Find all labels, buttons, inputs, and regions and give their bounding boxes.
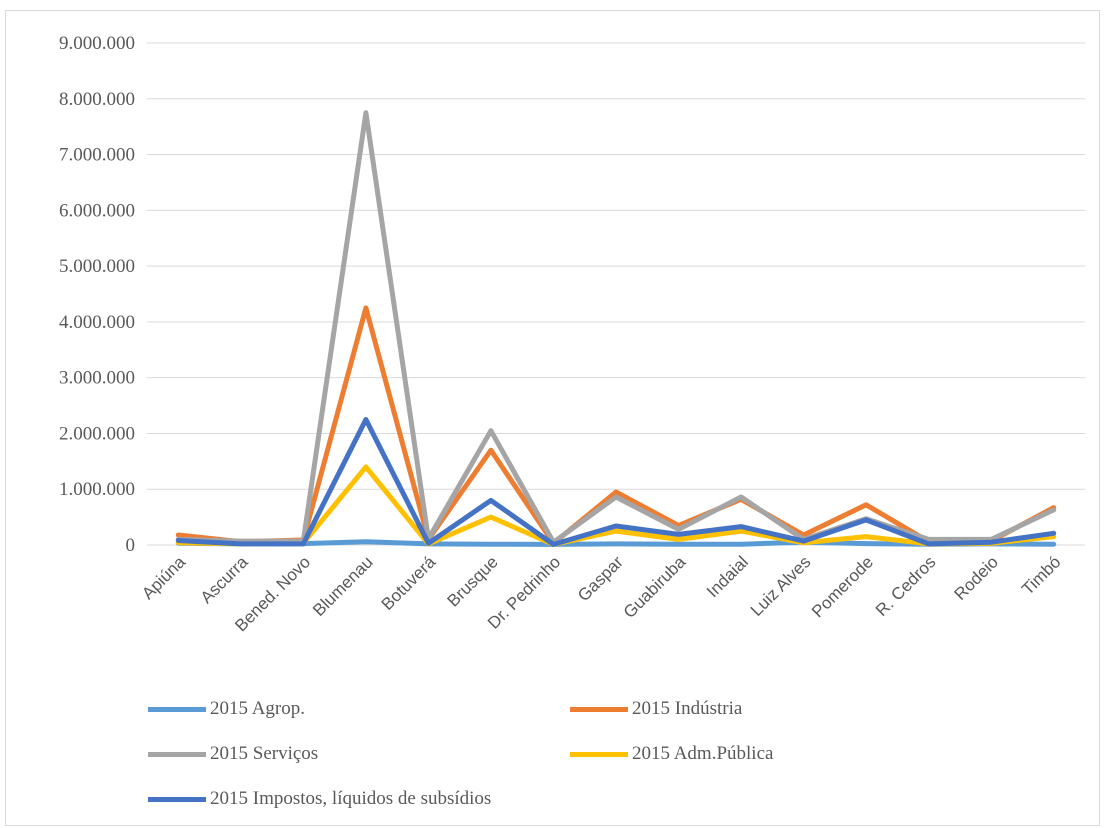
series-lines [175, 110, 1057, 547]
y-tick-label: 6.000.000 [59, 200, 135, 221]
y-tick-label: 0 [126, 535, 136, 556]
legend-item-agrop: 2015 Agrop. [148, 698, 305, 720]
legend-item-adm-publica: 2015 Adm.Pública [570, 743, 773, 765]
chart-frame [5, 10, 1100, 826]
x-tick-label: Pomerode [808, 552, 877, 621]
y-tick-label: 2.000.000 [59, 423, 135, 444]
x-tick-label: Luiz Alves [747, 552, 815, 620]
legend-label-industria: 2015 Indústria [632, 698, 743, 719]
x-tick-label: Brusque [444, 552, 502, 610]
x-tick-label: Timbó [1018, 552, 1064, 598]
legend-label-servicos: 2015 Serviços [210, 743, 319, 764]
legend-swatch-impostos [148, 796, 206, 802]
x-tick-label: Rodeio [950, 552, 1002, 604]
x-tick-label: Apiúna [138, 552, 189, 603]
x-tick-label: Guabiruba [620, 552, 690, 622]
legend-swatch-agrop [148, 706, 206, 712]
series-line-0 [175, 539, 1057, 547]
series-line-4 [175, 417, 1057, 547]
series-line-2 [175, 110, 1057, 545]
x-tick-label: Gaspar [574, 552, 627, 605]
y-tick-label: 4.000.000 [59, 312, 135, 333]
y-tick-label: 5.000.000 [59, 256, 135, 277]
legend-item-servicos: 2015 Serviços [148, 743, 318, 765]
y-tick-label: 9.000.000 [59, 33, 135, 54]
x-tick-label: Indaial [703, 552, 752, 601]
legend-swatch-adm-publica [570, 751, 628, 757]
series-line-3 [175, 464, 1057, 547]
legend-label-agrop: 2015 Agrop. [210, 698, 305, 719]
x-tick-label: Blumenau [309, 552, 377, 620]
y-tick-label: 3.000.000 [59, 368, 135, 389]
legend-item-impostos: 2015 Impostos, líquidos de subsídios [148, 788, 491, 810]
x-tick-label: R. Cedros [872, 552, 940, 620]
x-tick-label: Botuverá [378, 552, 440, 614]
legend-swatch-industria [570, 706, 628, 712]
y-tick-label: 8.000.000 [59, 89, 135, 110]
legend-swatch-servicos [148, 751, 206, 757]
legend-label-adm-publica: 2015 Adm.Pública [632, 743, 774, 764]
legend-label-impostos: 2015 Impostos, líquidos de subsídios [210, 788, 492, 809]
series-line-1 [175, 305, 1057, 546]
x-tick-label: Ascurra [197, 552, 252, 607]
y-axis-tick-labels: 0 1.000.000 2.000.000 3.000.000 4.000.000 5.0… [59, 33, 135, 556]
gridlines [147, 42, 1085, 546]
legend-item-industria: 2015 Indústria [570, 698, 742, 720]
y-tick-label: 7.000.000 [59, 145, 135, 166]
y-tick-label: 1.000.000 [59, 479, 135, 500]
